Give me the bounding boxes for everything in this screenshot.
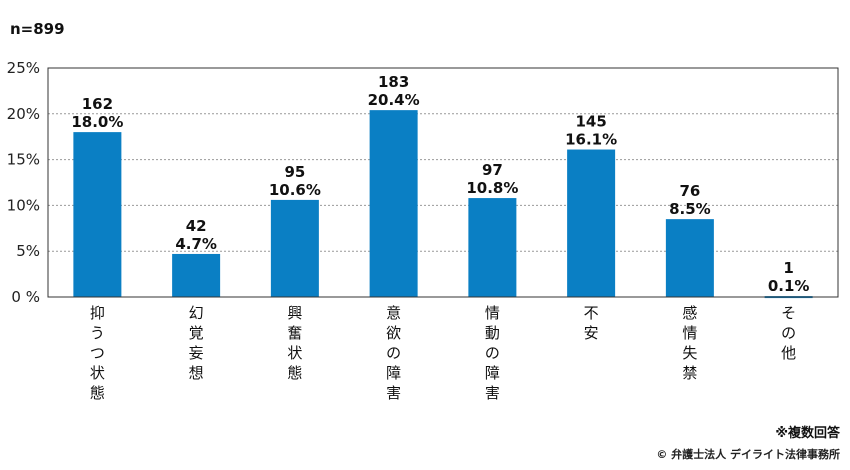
y-tick-label: 0 % (11, 288, 40, 306)
copyright-notice: © 弁護士法人 デイライト法律事務所 (656, 448, 840, 461)
category-label-char: 不 (584, 304, 599, 322)
data-label-count: 145 (575, 113, 606, 131)
bar (369, 110, 418, 297)
data-label-count: 97 (482, 161, 503, 179)
bar (172, 253, 221, 297)
data-label-percent: 4.7% (175, 235, 217, 253)
category-label-char: 想 (189, 364, 204, 382)
category-label-char: 障 (386, 364, 401, 382)
category-label-char: 失 (682, 344, 697, 362)
category-label-char: う (90, 324, 105, 342)
bar (468, 198, 517, 297)
category-label-char: 禁 (682, 364, 697, 382)
category-label-char: 奮 (287, 324, 302, 342)
data-label-percent: 10.6% (269, 181, 321, 199)
data-label-count: 162 (82, 95, 113, 113)
category-label-char: 態 (287, 364, 302, 382)
data-label-percent: 18.0% (71, 113, 123, 131)
data-label-count: 42 (186, 217, 207, 235)
y-tick-label: 5% (16, 242, 40, 260)
y-axis-ticks: 0 % 5% 10% 15% 20% 25% (7, 59, 40, 306)
data-labels: 16218.0%424.7%9510.6%18320.4%9710.8%1451… (71, 73, 809, 295)
category-label-char: つ (90, 344, 105, 362)
category-label-char: 安 (584, 324, 599, 342)
category-label-char: 害 (386, 384, 401, 402)
bar (665, 219, 714, 297)
y-tick-label: 20% (7, 105, 40, 123)
data-label-percent: 20.4% (368, 91, 420, 109)
category-label-char: の (485, 344, 500, 362)
y-tick-label: 25% (7, 59, 40, 77)
plot-border (47, 67, 839, 298)
data-label-count: 76 (679, 182, 700, 200)
bar (270, 199, 319, 297)
category-label-char: 覚 (189, 324, 204, 342)
category-label-char: 障 (485, 364, 500, 382)
gridlines (48, 113, 838, 252)
data-label-count: 183 (378, 73, 409, 91)
category-label-char: 妄 (189, 344, 204, 362)
category-label-char: 動 (485, 324, 500, 342)
data-label-count: 95 (284, 163, 305, 181)
category-label-char: 情 (485, 304, 500, 322)
category-label-char: の (781, 324, 796, 342)
category-label-char: そ (781, 304, 796, 322)
category-label-char: 情 (682, 324, 697, 342)
category-label-char: 幻 (189, 304, 204, 322)
category-label-char: 感 (682, 304, 697, 322)
category-label-char: 抑 (90, 304, 105, 322)
category-label-char: 状 (287, 344, 302, 362)
y-tick-label: 10% (7, 196, 40, 214)
category-label-char: の (386, 344, 401, 362)
data-label-percent: 10.8% (466, 179, 518, 197)
sample-size-label: n=899 (10, 20, 65, 38)
data-label-percent: 16.1% (565, 131, 617, 149)
multiple-answer-note: ※複数回答 (775, 426, 840, 441)
data-label-percent: 0.1% (768, 277, 810, 295)
category-label-char: 欲 (386, 324, 401, 342)
category-label-char: 態 (90, 384, 105, 402)
category-label-char: 害 (485, 384, 500, 402)
category-label-char: 他 (781, 344, 796, 362)
data-label-count: 1 (783, 259, 793, 277)
bar (73, 132, 122, 297)
bar (567, 149, 616, 297)
data-label-percent: 8.5% (669, 200, 711, 218)
category-label-char: 状 (90, 364, 105, 382)
plot-frame (47, 67, 839, 298)
y-tick-label: 15% (7, 151, 40, 169)
category-label-char: 興 (287, 304, 302, 322)
category-label-char: 意 (386, 304, 401, 322)
